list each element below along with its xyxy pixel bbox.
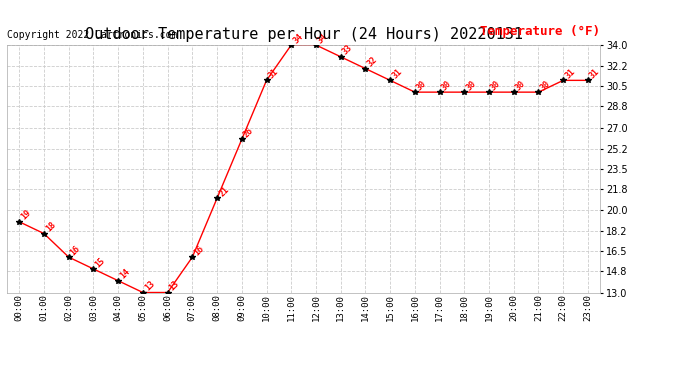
Text: 16: 16 (69, 244, 82, 257)
Text: 33: 33 (341, 44, 354, 57)
Text: 14: 14 (118, 267, 132, 281)
Text: 34: 34 (316, 32, 329, 45)
Text: 19: 19 (19, 209, 32, 222)
Text: 18: 18 (44, 220, 57, 234)
Text: 15: 15 (93, 255, 107, 269)
Text: 31: 31 (390, 67, 404, 80)
Title: Outdoor Temperature per Hour (24 Hours) 20220131: Outdoor Temperature per Hour (24 Hours) … (85, 27, 522, 42)
Text: 31: 31 (266, 67, 280, 80)
Text: 30: 30 (489, 79, 502, 92)
Text: 26: 26 (241, 126, 255, 139)
Text: 30: 30 (514, 79, 527, 92)
Text: 16: 16 (193, 244, 206, 257)
Text: 13: 13 (143, 279, 157, 292)
Text: 31: 31 (588, 67, 602, 80)
Text: 30: 30 (464, 79, 477, 92)
Text: Temperature (°F): Temperature (°F) (480, 24, 600, 38)
Text: 30: 30 (415, 79, 428, 92)
Text: 13: 13 (168, 279, 181, 292)
Text: 30: 30 (440, 79, 453, 92)
Text: 31: 31 (563, 67, 577, 80)
Text: Copyright 2022 Cartronics.com: Copyright 2022 Cartronics.com (7, 30, 177, 39)
Text: 30: 30 (538, 79, 552, 92)
Text: 34: 34 (291, 32, 305, 45)
Text: 32: 32 (366, 55, 379, 69)
Text: 21: 21 (217, 185, 230, 198)
